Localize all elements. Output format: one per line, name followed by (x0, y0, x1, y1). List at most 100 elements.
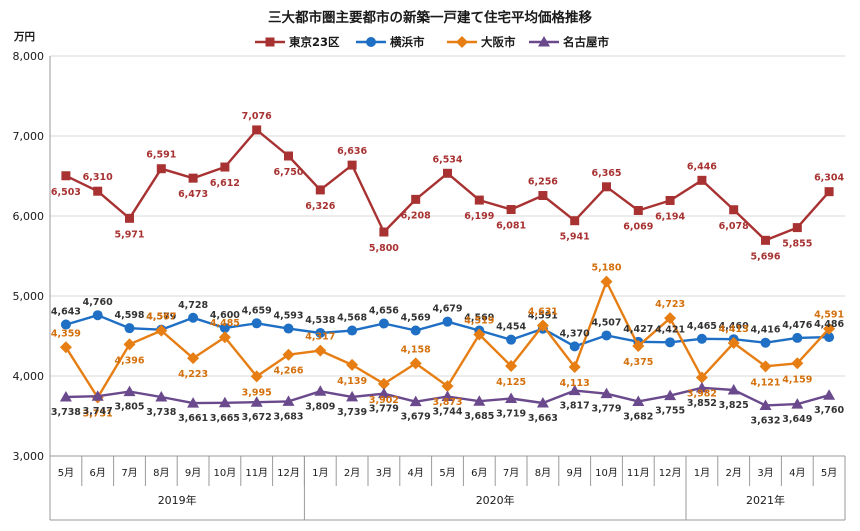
x-tick-label: 9月 (185, 467, 201, 479)
data-label: 3,744 (432, 406, 462, 417)
data-label: 4,266 (273, 366, 303, 377)
data-point (665, 337, 676, 348)
chart-title: 三大都市圏主要都市の新築一戸建て住宅平均価格推移 (268, 9, 592, 26)
data-point (60, 319, 71, 330)
data-label: 3,779 (369, 404, 399, 415)
data-point (218, 396, 231, 408)
x-tick-label: 1月 (312, 467, 328, 479)
data-label: 4,728 (178, 300, 208, 311)
data-point (377, 387, 390, 399)
data-label: 4,567 (146, 312, 176, 323)
data-point (823, 389, 836, 400)
y-tick-label: 6,000 (13, 210, 45, 223)
data-point (59, 341, 72, 354)
data-label: 3,779 (591, 404, 621, 415)
data-point (569, 341, 580, 352)
data-point (473, 395, 486, 406)
x-tick-label: 10月 (595, 467, 618, 479)
data-label: 4,600 (210, 310, 240, 321)
y-tick-label: 4,000 (13, 370, 45, 383)
data-label: 3,873 (432, 397, 462, 408)
data-point (155, 390, 168, 402)
data-label: 6,612 (210, 178, 240, 189)
data-label: 5,855 (782, 239, 812, 250)
x-tick-label: 4月 (408, 467, 424, 479)
data-point (729, 205, 739, 215)
data-label: 4,659 (242, 305, 272, 316)
data-point (727, 336, 740, 349)
data-label: 4,591 (814, 310, 844, 321)
data-label: 4,460 (719, 321, 749, 332)
data-label: 3,755 (655, 406, 685, 417)
data-point (155, 324, 168, 337)
data-point (442, 316, 453, 327)
data-label: 3,760 (814, 405, 844, 416)
data-point (505, 360, 518, 372)
data-point (409, 357, 422, 370)
legend-entry: 名古屋市 (529, 35, 609, 49)
data-point (824, 187, 834, 197)
year-label: 2020年 (476, 493, 515, 507)
data-point (456, 36, 468, 48)
legend-label: 東京23区 (289, 35, 340, 49)
year-label: 2021年 (746, 493, 785, 507)
data-label: 6,365 (591, 168, 621, 179)
data-label: 3,683 (273, 411, 303, 422)
data-label: 3,649 (782, 414, 812, 425)
y-tick-label: 8,000 (13, 50, 45, 63)
data-label: 3,805 (114, 402, 144, 413)
data-label: 3,665 (210, 413, 240, 424)
data-point (441, 380, 454, 393)
data-label: 6,081 (496, 221, 526, 232)
data-label: 6,069 (623, 221, 653, 232)
data-point (600, 387, 613, 399)
x-tick-label: 8月 (535, 467, 551, 479)
data-label: 3,661 (178, 413, 208, 424)
data-label: 5,696 (750, 251, 780, 262)
data-label: 4,413 (719, 324, 749, 335)
data-point (91, 390, 104, 401)
data-label: 3,738 (51, 407, 81, 418)
data-label: 6,304 (814, 173, 844, 184)
data-label: 3,682 (623, 411, 653, 422)
data-point (506, 205, 516, 215)
data-point (792, 223, 802, 233)
data-label: 4,158 (401, 344, 431, 355)
data-label: 4,125 (496, 377, 526, 388)
data-label: 4,454 (496, 322, 526, 333)
data-point (759, 399, 772, 410)
data-label: 4,486 (814, 319, 844, 330)
x-tick-label: 6月 (90, 467, 106, 479)
data-label: 4,375 (623, 357, 653, 368)
data-label: 7,076 (242, 111, 272, 122)
data-point (282, 395, 295, 406)
data-label: 3,632 (750, 415, 780, 426)
data-point (251, 318, 262, 329)
data-label: 4,723 (655, 299, 685, 310)
data-label: 5,800 (369, 243, 399, 254)
data-point (346, 358, 359, 371)
legend-entry: 大阪市 (447, 35, 516, 49)
data-point (378, 318, 389, 329)
data-point (441, 390, 454, 401)
data-point (125, 213, 134, 223)
data-label: 4,223 (178, 369, 208, 380)
x-tick-label: 5月 (58, 467, 74, 479)
data-point (696, 333, 707, 344)
data-point (568, 360, 581, 373)
data-label: 6,208 (401, 210, 431, 221)
data-label: 6,534 (432, 154, 462, 165)
data-label: 6,078 (719, 221, 749, 232)
data-label: 4,538 (305, 315, 335, 326)
data-label: 6,194 (655, 211, 685, 222)
x-tick-label: 7月 (503, 467, 519, 479)
data-point (695, 381, 708, 393)
data-point (250, 396, 263, 407)
x-tick-label: 2月 (344, 467, 360, 479)
data-label: 4,121 (750, 377, 780, 388)
data-label: 4,427 (623, 324, 653, 335)
data-point (377, 377, 390, 390)
data-label: 4,159 (782, 374, 812, 385)
legend-entry: 横浜市 (356, 35, 425, 49)
data-point (823, 322, 836, 335)
